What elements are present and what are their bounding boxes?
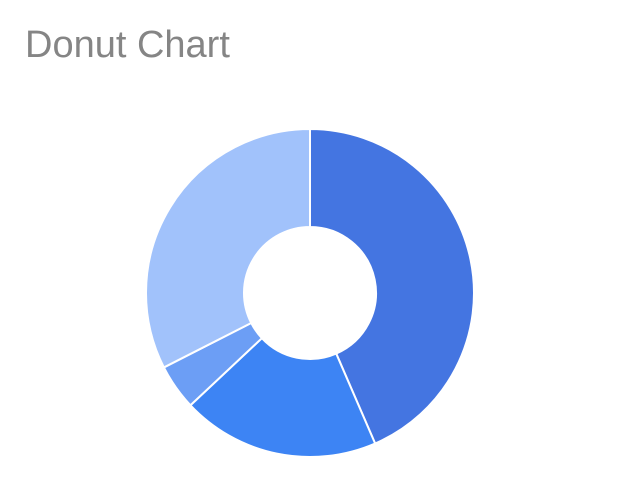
donut-slice-1[interactable] xyxy=(309,128,475,445)
donut-slice-2[interactable] xyxy=(189,337,377,458)
donut-slice-4[interactable] xyxy=(145,128,311,369)
chart-title: Donut Chart xyxy=(25,24,230,66)
